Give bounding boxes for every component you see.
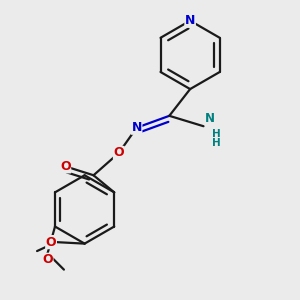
Text: N: N bbox=[131, 121, 142, 134]
Text: O: O bbox=[42, 253, 53, 266]
Text: O: O bbox=[46, 236, 56, 249]
Text: N: N bbox=[185, 14, 195, 27]
Text: N: N bbox=[205, 112, 215, 125]
Text: O: O bbox=[60, 160, 70, 173]
Text: H: H bbox=[212, 129, 221, 139]
Text: O: O bbox=[113, 146, 124, 160]
Text: H: H bbox=[212, 138, 221, 148]
